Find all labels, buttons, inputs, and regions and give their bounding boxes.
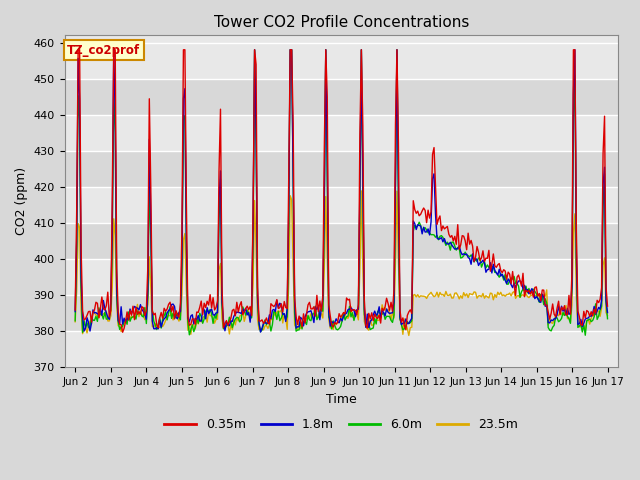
Bar <box>65 223 618 259</box>
Text: TZ_co2prof: TZ_co2prof <box>67 44 140 57</box>
X-axis label: Time: Time <box>326 393 356 406</box>
Bar <box>65 115 618 151</box>
Bar <box>65 295 618 331</box>
Legend: 0.35m, 1.8m, 6.0m, 23.5m: 0.35m, 1.8m, 6.0m, 23.5m <box>159 413 524 436</box>
Y-axis label: CO2 (ppm): CO2 (ppm) <box>15 168 28 235</box>
Bar <box>65 187 618 223</box>
Title: Tower CO2 Profile Concentrations: Tower CO2 Profile Concentrations <box>214 15 469 30</box>
Bar <box>65 259 618 295</box>
Bar <box>65 151 618 187</box>
Bar <box>65 331 618 367</box>
Bar <box>65 43 618 79</box>
Bar <box>65 79 618 115</box>
